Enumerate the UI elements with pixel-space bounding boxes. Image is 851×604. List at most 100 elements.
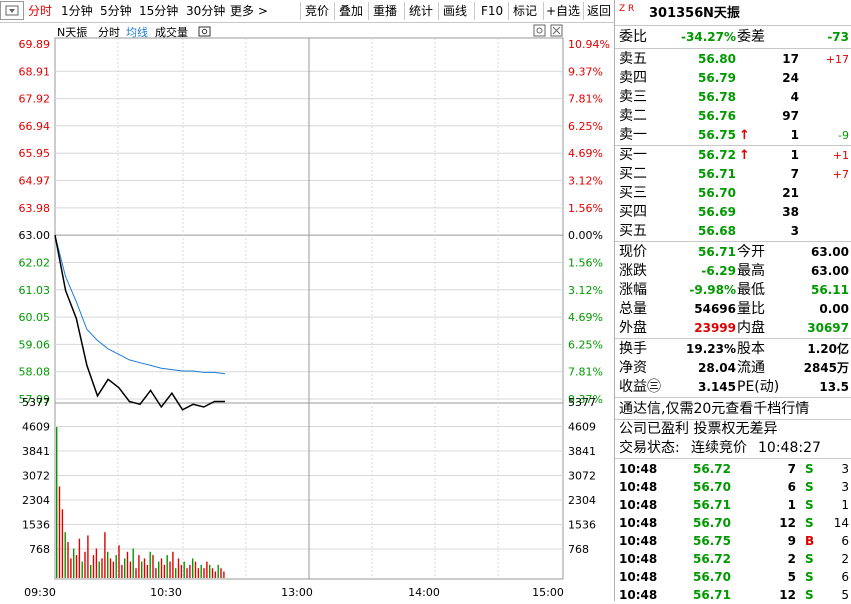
volume-bar: [206, 561, 208, 578]
volume-bar: [56, 427, 58, 578]
tab-5min[interactable]: 5分钟: [100, 4, 132, 18]
tab-1min[interactable]: 1分钟: [61, 4, 93, 18]
legend-volume[interactable]: 成交量: [155, 25, 188, 39]
button-tongji[interactable]: 统计: [409, 4, 434, 18]
tick-row: 10:48 56.70 12 S 14: [615, 514, 851, 532]
button-f10[interactable]: F10: [481, 4, 504, 18]
camera-icon[interactable]: [198, 26, 211, 37]
volume-bar: [158, 561, 160, 578]
tab-15min[interactable]: 15分钟: [139, 4, 179, 18]
legend-fenshi[interactable]: 分时: [98, 26, 120, 39]
volume-bar: [180, 564, 183, 578]
book-price: 56.71: [698, 167, 736, 181]
tick-volume: 9: [787, 534, 796, 548]
stat-label: 现价: [619, 244, 647, 260]
volume-bar: [149, 551, 151, 578]
bid-row-3[interactable]: 买三 56.70 21: [615, 184, 851, 203]
book-label: 买五: [619, 223, 647, 239]
volume-bar: [101, 558, 103, 578]
volume-bar: [64, 532, 66, 578]
intraday-chart[interactable]: N天振 分时 均线 成交量 69.89 10.94% 68.91 9.37% 67.92…: [0, 22, 614, 601]
tab-30min[interactable]: 30分钟: [186, 4, 226, 18]
pct-tick: 3.12%: [568, 284, 603, 297]
button-add-watchlist[interactable]: +自选: [546, 4, 581, 18]
stat-value: 63.00: [811, 264, 849, 278]
button-chongbo[interactable]: 重播: [373, 4, 398, 18]
tick-time: 10:48: [619, 498, 658, 512]
toolbar-menu-button[interactable]: [0, 1, 24, 20]
weicha-value: -73: [827, 30, 849, 44]
tick-row: 10:48 56.71 12 S 5: [615, 586, 851, 604]
book-price: 56.68: [698, 224, 736, 238]
stock-name: N天振: [703, 6, 740, 21]
volume-bar: [118, 545, 120, 578]
book-label: 卖五: [619, 51, 647, 67]
stat-label: 外盘: [619, 320, 647, 336]
volume-bar: [223, 571, 225, 578]
book-volume: 1: [790, 148, 799, 162]
volume-bar: [200, 564, 202, 578]
promo-link[interactable]: 通达信,仅需20元查看千档行情: [615, 400, 851, 419]
ask-row-4[interactable]: 卖二 56.76 97: [615, 107, 851, 126]
tick-direction: S: [805, 516, 814, 530]
price-tick: 58.08: [19, 366, 51, 379]
button-jingjia[interactable]: 竞价: [305, 4, 330, 18]
stat-row: 现价 56.71 今开 63.00: [615, 243, 851, 262]
volume-bar: [192, 558, 194, 578]
button-biaoji[interactable]: 标记: [513, 4, 538, 18]
pct-tick: 7.81%: [568, 93, 603, 106]
pct-tick: 10.94%: [568, 38, 610, 51]
tick-volume: 12: [779, 588, 796, 602]
tick-volume: 2: [787, 552, 796, 566]
volume-tick-right: 1536: [568, 519, 596, 532]
stat2-value: 19.23%: [686, 342, 736, 356]
volume-bar: [90, 564, 92, 578]
volume-tick: 4609: [22, 421, 50, 434]
legend-avg-line[interactable]: 均线: [126, 25, 148, 39]
close-icon[interactable]: [550, 24, 563, 37]
volume-bar: [126, 551, 129, 578]
book-price: 56.76: [698, 109, 736, 123]
button-diejia[interactable]: 叠加: [339, 4, 364, 18]
price-tick: 68.91: [19, 65, 51, 78]
volume-bar: [146, 564, 149, 578]
volume-bar: [70, 558, 72, 578]
tick-count: 3: [841, 462, 849, 476]
tick-direction: S: [805, 552, 814, 566]
tick-direction: S: [805, 570, 814, 584]
settings-icon[interactable]: [533, 24, 546, 37]
stat2-label: PE(动): [737, 379, 780, 395]
bid-row-5[interactable]: 买五 56.68 3: [615, 222, 851, 241]
promo-text[interactable]: 通达信,仅需20元查看千档行情: [619, 401, 810, 417]
bid-row-2[interactable]: 买二 56.71 7 +7: [615, 165, 851, 184]
volume-bar: [152, 555, 154, 578]
ask-row-3[interactable]: 卖三 56.78 4: [615, 88, 851, 107]
tab-more[interactable]: 更多 >: [230, 4, 268, 18]
ask-row-2[interactable]: 卖四 56.79 24: [615, 69, 851, 88]
volume-tick-right: 4609: [568, 421, 596, 434]
stat-label: 量比: [737, 301, 765, 317]
ask-row-5[interactable]: 卖一 56.75 ↑ 1 -9: [615, 126, 851, 145]
volume-tick: 3841: [22, 445, 50, 458]
tick-price: 56.70: [693, 480, 731, 494]
stat2-value: 3.145: [698, 380, 736, 394]
tick-time: 10:48: [619, 552, 658, 566]
legend-stock-name: N天振: [57, 25, 87, 39]
tick-count: 14: [833, 516, 849, 530]
stat-label: 涨幅: [619, 282, 647, 298]
volume-bar: [109, 558, 112, 578]
stat-value: 30697: [807, 321, 849, 335]
volume-bar: [163, 564, 166, 578]
volume-bar: [115, 555, 117, 578]
volume-bar: [87, 535, 89, 578]
ask-row-1[interactable]: 卖五 56.80 17 +17: [615, 50, 851, 69]
button-back[interactable]: 返回: [587, 4, 612, 18]
bid-row-1[interactable]: 买一 56.72 ↑ 1 +1: [615, 146, 851, 165]
book-volume: 38: [782, 205, 799, 219]
price-tick: 69.89: [19, 38, 51, 51]
tab-fenshi[interactable]: 分时: [28, 4, 53, 18]
button-huaxian[interactable]: 画线: [443, 4, 468, 18]
volume-bar: [129, 561, 132, 578]
book-change: +7: [832, 168, 849, 181]
bid-row-4[interactable]: 买四 56.69 38: [615, 203, 851, 222]
